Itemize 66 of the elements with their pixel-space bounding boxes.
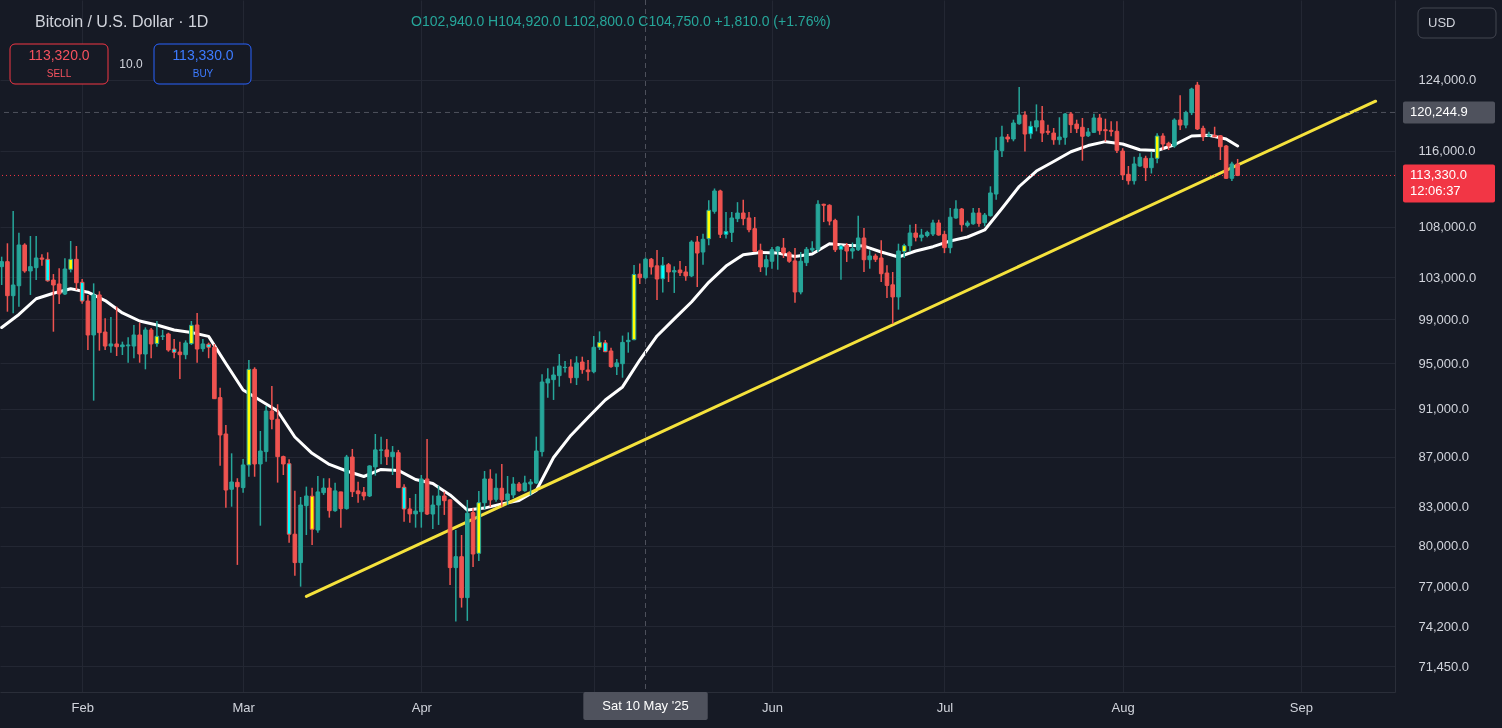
x-tick-label: Aug: [1111, 699, 1135, 715]
candlestick: [390, 445, 395, 476]
candlestick: [148, 327, 154, 359]
y-tick-label: 103,000.0: [1418, 269, 1477, 285]
candlestick: [976, 207, 982, 228]
annotation: 113,320.0: [28, 47, 90, 63]
x-tick-label: Mar: [232, 699, 256, 715]
y-tick-label: 83,000.0: [1418, 499, 1470, 515]
ref-line-label: 113,330.0 12:06:37: [1410, 167, 1467, 199]
candlestick: [694, 235, 700, 288]
candlestick: [384, 438, 390, 466]
annotation: SELL: [46, 68, 72, 79]
x-tick-label: Jun: [762, 699, 783, 715]
y-tick-label: 77,000.0: [1418, 579, 1470, 595]
x-tick-label: Apr: [411, 699, 433, 715]
ref-line-label: Sat 10 May '25: [602, 698, 689, 713]
candlestick: [1022, 110, 1028, 153]
candlestick: [568, 358, 574, 384]
candlestick: [453, 529, 459, 623]
candlestick: [660, 256, 666, 294]
y-tick-label: 99,000.0: [1418, 311, 1470, 327]
candlestick: [1177, 94, 1183, 131]
candlestick: [959, 207, 964, 233]
candlestick: [867, 249, 873, 270]
candlestick: [671, 265, 677, 294]
y-tick-label: 80,000.0: [1418, 538, 1470, 554]
candlestick: [229, 452, 234, 508]
candlestick: [493, 472, 499, 503]
candlestick: [108, 316, 114, 354]
y-tick-label: 87,000.0: [1418, 449, 1470, 465]
candlestick: [499, 463, 505, 508]
candlestick: [838, 243, 844, 281]
candlestick: [844, 242, 850, 263]
candlestick: [114, 305, 119, 357]
candlestick: [1229, 161, 1235, 182]
candlestick: [666, 262, 671, 283]
annotation: 113,330.0: [172, 47, 234, 63]
annotation: O102,940.0 H104,920.0 L102,800.0 C104,750.0 +1,810.0 (+1.76%): [411, 13, 831, 29]
candlestick: [0, 255, 4, 286]
x-tick-label: Jul: [936, 699, 954, 715]
x-tick-label: Sep: [1289, 699, 1313, 715]
y-tick-label: 108,000.0: [1418, 219, 1477, 235]
candlestick: [574, 355, 579, 386]
candlestick: [1143, 154, 1148, 182]
ref-line-label: 120,244.9: [1410, 104, 1468, 120]
candlestick: [338, 490, 344, 529]
annotation: 10.0: [119, 57, 143, 71]
y-tick-label: 124,000.0: [1418, 72, 1477, 88]
y-tick-label: 95,000.0: [1418, 355, 1470, 371]
candlestick: [235, 477, 240, 566]
candlestick: [137, 321, 142, 364]
candlestick: [700, 232, 706, 266]
candlestick: [637, 262, 643, 285]
candlestick: [327, 477, 332, 519]
annotation: BUY: [192, 68, 214, 79]
candlestick: [625, 331, 631, 354]
candlestick: [643, 256, 648, 280]
candlestick: [332, 481, 338, 513]
text: USD: [1428, 15, 1456, 30]
candlestick: [488, 468, 493, 508]
y-tick-label: 71,450.0: [1418, 658, 1470, 674]
y-tick-label: 74,200.0: [1418, 618, 1470, 634]
text: Bitcoin / U.S. Dollar · 1D: [35, 13, 209, 30]
y-tick-label: 91,000.0: [1418, 401, 1470, 417]
y-tick-label: 116,000.0: [1418, 143, 1476, 159]
x-tick-label: Feb: [71, 699, 94, 715]
